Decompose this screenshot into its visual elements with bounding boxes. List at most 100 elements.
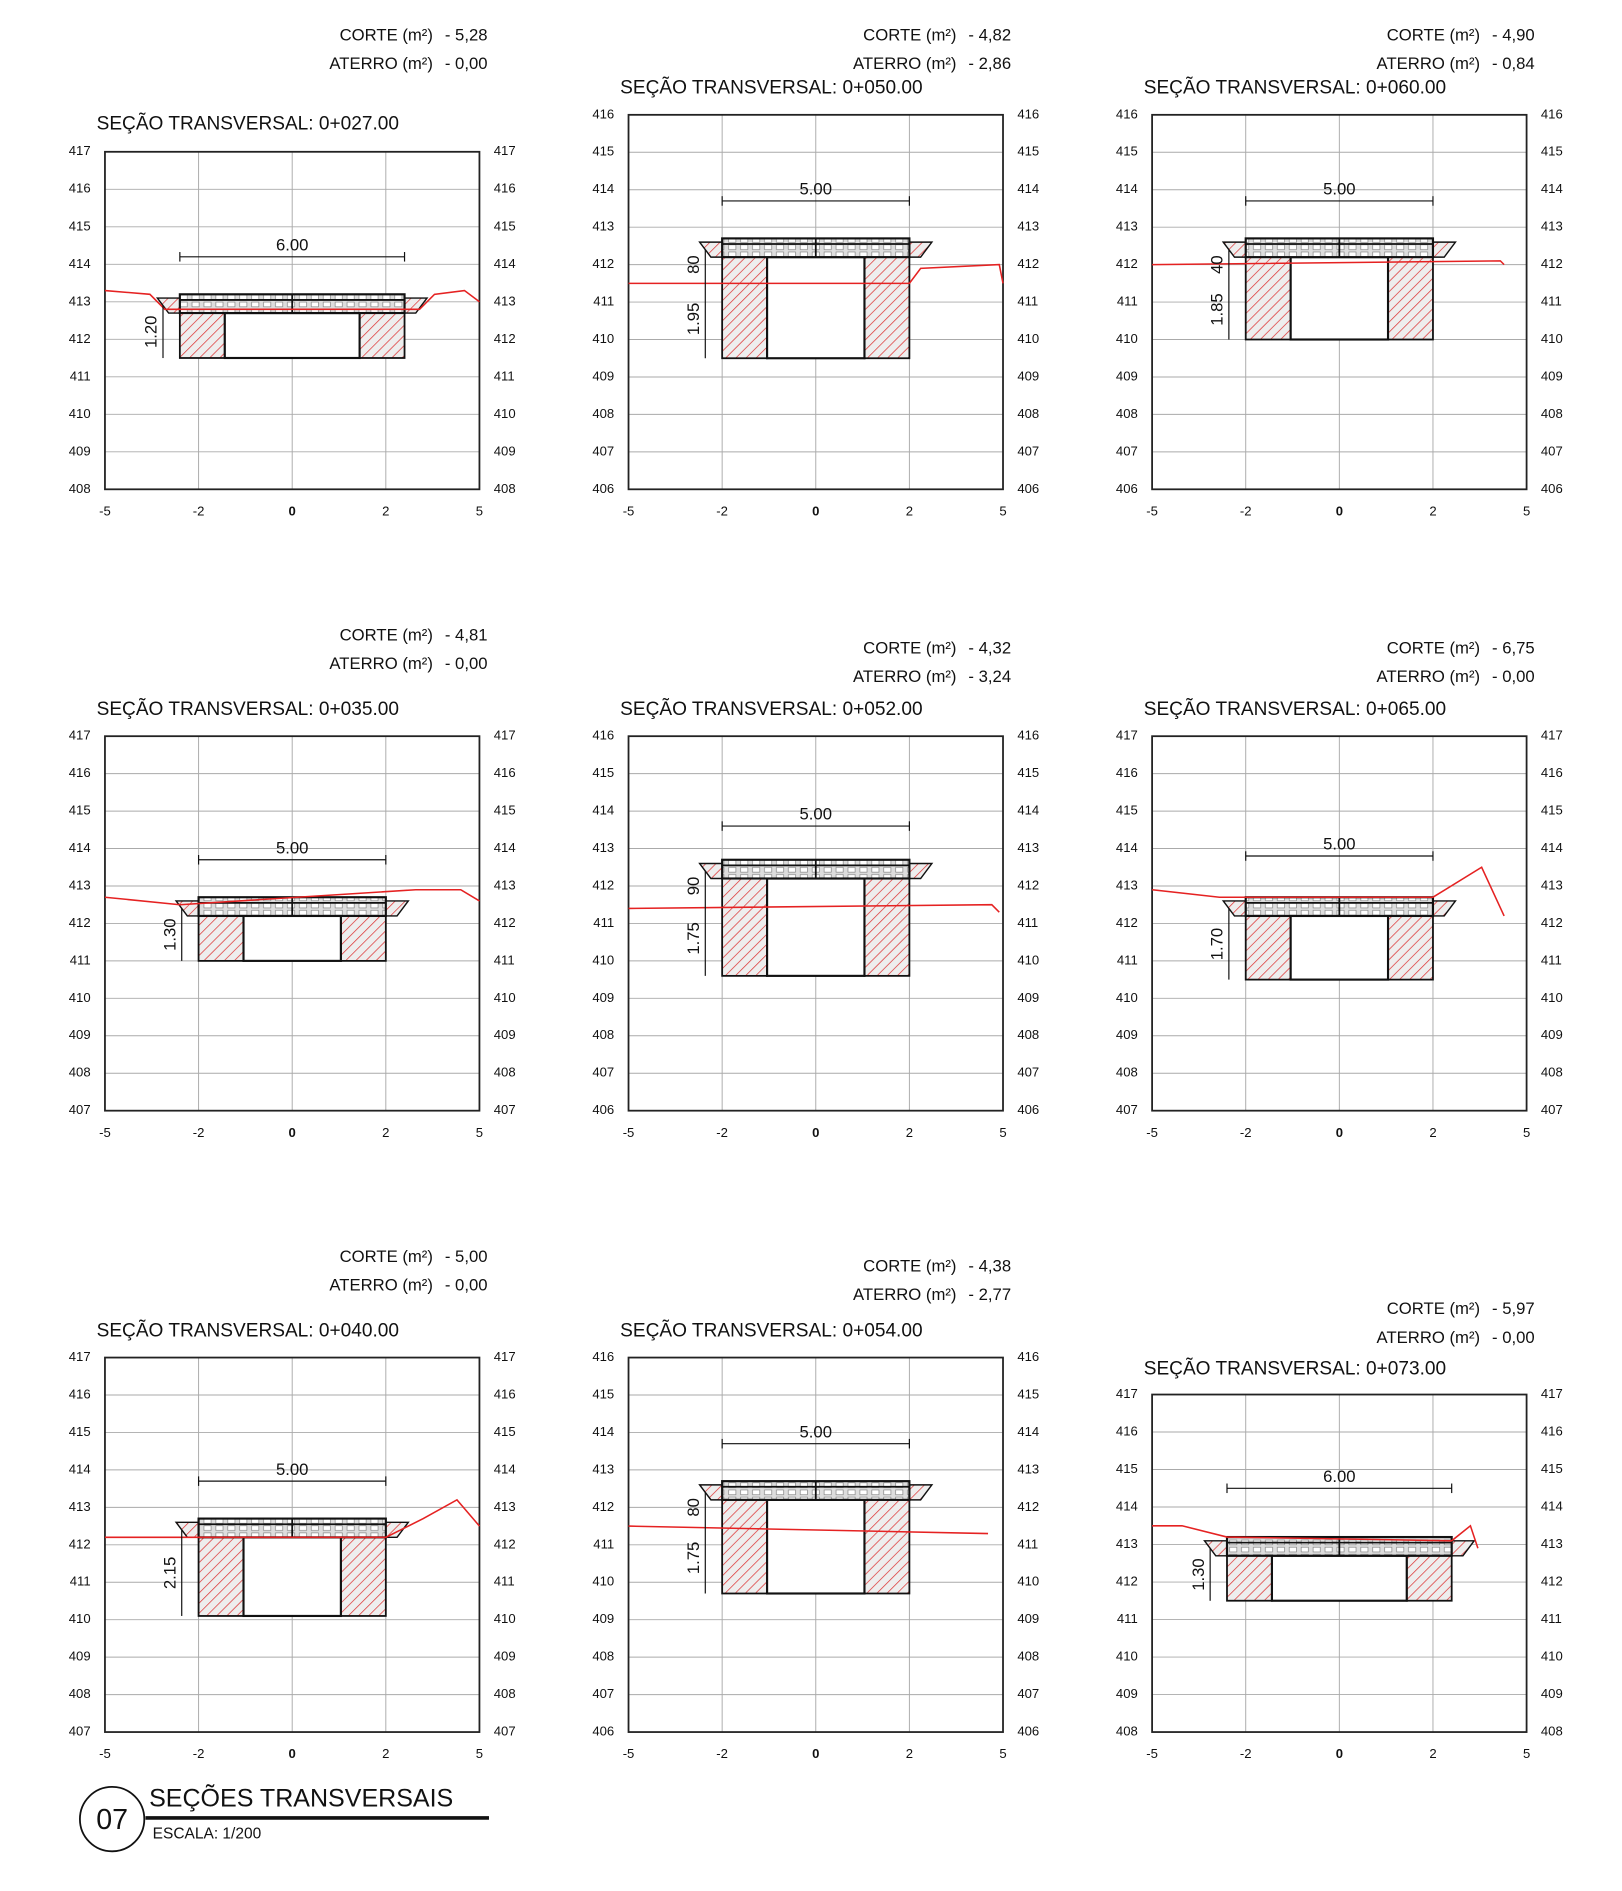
- y-tick-label: 414: [69, 256, 91, 271]
- x-tick-label: -2: [1240, 1125, 1252, 1140]
- y-tick-label: 412: [69, 1536, 91, 1551]
- y-tick-label: 413: [69, 877, 91, 892]
- y-tick-label: 407: [1017, 443, 1039, 458]
- y-tick-label: 411: [494, 1574, 515, 1589]
- y-tick-label: 407: [494, 1724, 516, 1739]
- section-panel: SEÇÃO TRANSVERSAL: 0+035.00 CORTE (m²) - 4…: [69, 625, 516, 1139]
- y-tick-label: 413: [1116, 1536, 1138, 1551]
- wall: [339, 915, 387, 962]
- dim-width: 5.00: [800, 180, 832, 199]
- y-tick-label: 414: [69, 840, 91, 855]
- y-tick-label: 410: [592, 1574, 614, 1589]
- y-tick-label: 414: [494, 1461, 516, 1476]
- x-tick-label: 0: [1336, 1125, 1343, 1140]
- y-tick-label: 415: [592, 144, 614, 159]
- wall: [1387, 256, 1434, 341]
- y-tick-label: 413: [1541, 877, 1563, 892]
- x-tick-label: -5: [623, 1125, 635, 1140]
- y-tick-label: 412: [1017, 1499, 1039, 1514]
- y-tick-label: 411: [593, 1536, 614, 1551]
- dim-depth: 80: [684, 255, 703, 274]
- y-tick-label: 411: [1117, 952, 1138, 967]
- x-tick-label: 2: [382, 1125, 389, 1140]
- y-tick-label: 409: [592, 368, 614, 383]
- y-tick-label: 408: [1017, 1027, 1039, 1042]
- dim-height: 1.70: [1208, 928, 1227, 960]
- section-title: SEÇÃO TRANSVERSAL: 0+050.00: [620, 77, 922, 99]
- x-tick-label: 5: [999, 503, 1006, 518]
- y-tick-label: 410: [69, 1611, 91, 1626]
- y-tick-label: 412: [494, 915, 516, 930]
- y-tick-label: 416: [1541, 1424, 1563, 1439]
- y-tick-label: 415: [592, 1386, 614, 1401]
- y-tick-label: 408: [494, 481, 516, 496]
- fill-value: - 0,00: [445, 1275, 488, 1294]
- box-opening: [242, 1536, 342, 1618]
- dim-height: 1.95: [684, 303, 703, 335]
- y-tick-label: 412: [1017, 877, 1039, 892]
- cut-label: CORTE (m²): [340, 625, 433, 644]
- y-tick-label: 416: [494, 181, 516, 196]
- y-tick-label: 415: [1116, 803, 1138, 818]
- y-tick-label: 406: [1017, 481, 1039, 496]
- y-tick-label: 416: [1541, 765, 1563, 780]
- y-tick-label: 408: [592, 406, 614, 421]
- wall: [178, 312, 226, 359]
- y-tick-label: 409: [69, 1649, 91, 1664]
- wall: [339, 1536, 387, 1617]
- x-tick-label: -5: [623, 1746, 635, 1761]
- dim-width: 5.00: [800, 1422, 832, 1441]
- y-tick-label: 415: [1116, 144, 1138, 159]
- plot-frame: [627, 735, 1004, 1112]
- y-tick-label: 412: [1017, 256, 1039, 271]
- fill-value: - 0,00: [1492, 1328, 1535, 1347]
- y-tick-label: 412: [494, 331, 516, 346]
- y-tick-label: 409: [1017, 368, 1039, 383]
- y-tick-label: 406: [592, 481, 614, 496]
- y-tick-label: 408: [1116, 1724, 1138, 1739]
- section-title: SEÇÃO TRANSVERSAL: 0+054.00: [620, 1319, 922, 1341]
- y-tick-label: 408: [592, 1027, 614, 1042]
- y-tick-label: 416: [69, 765, 91, 780]
- y-tick-label: 409: [592, 1611, 614, 1626]
- x-tick-label: -2: [193, 1125, 205, 1140]
- box-opening: [1270, 1554, 1408, 1602]
- y-tick-label: 414: [1541, 1499, 1563, 1514]
- fill-value: - 2,77: [968, 1285, 1011, 1304]
- y-tick-label: 410: [494, 990, 516, 1005]
- y-tick-label: 410: [592, 331, 614, 346]
- x-tick-label: 0: [289, 1125, 296, 1140]
- y-tick-label: 415: [69, 218, 91, 233]
- y-tick-label: 411: [1541, 294, 1562, 309]
- box-opening: [242, 914, 342, 962]
- section-title: SEÇÃO TRANSVERSAL: 0+065.00: [1144, 698, 1446, 720]
- y-tick-label: 413: [592, 1461, 614, 1476]
- x-tick-label: 0: [289, 503, 296, 518]
- wall: [721, 256, 768, 360]
- y-tick-label: 414: [494, 840, 516, 855]
- y-tick-label: 412: [592, 877, 614, 892]
- y-tick-label: 410: [1017, 952, 1039, 967]
- fill-value: - 0,00: [445, 54, 488, 73]
- wall: [197, 1536, 245, 1617]
- footer-scale: ESCALA: 1/200: [153, 1826, 262, 1843]
- y-tick-label: 408: [1116, 406, 1138, 421]
- dim-width: 5.00: [1323, 835, 1355, 854]
- cut-value: - 5,97: [1492, 1299, 1535, 1318]
- y-tick-label: 412: [1541, 915, 1563, 930]
- x-tick-label: -2: [716, 503, 728, 518]
- y-tick-label: 407: [1116, 1102, 1138, 1117]
- x-tick-label: -2: [1240, 503, 1252, 518]
- y-tick-label: 415: [69, 1424, 91, 1439]
- y-tick-label: 416: [69, 181, 91, 196]
- y-tick-label: 413: [1116, 877, 1138, 892]
- y-tick-label: 411: [1541, 952, 1562, 967]
- wall: [197, 915, 245, 962]
- cut-value: - 4,90: [1492, 26, 1535, 45]
- y-tick-label: 409: [1116, 368, 1138, 383]
- x-tick-label: -5: [623, 503, 635, 518]
- section-title: SEÇÃO TRANSVERSAL: 0+052.00: [620, 698, 922, 720]
- y-tick-label: 410: [69, 990, 91, 1005]
- x-tick-label: 2: [906, 1125, 913, 1140]
- dim-depth: 90: [684, 877, 703, 896]
